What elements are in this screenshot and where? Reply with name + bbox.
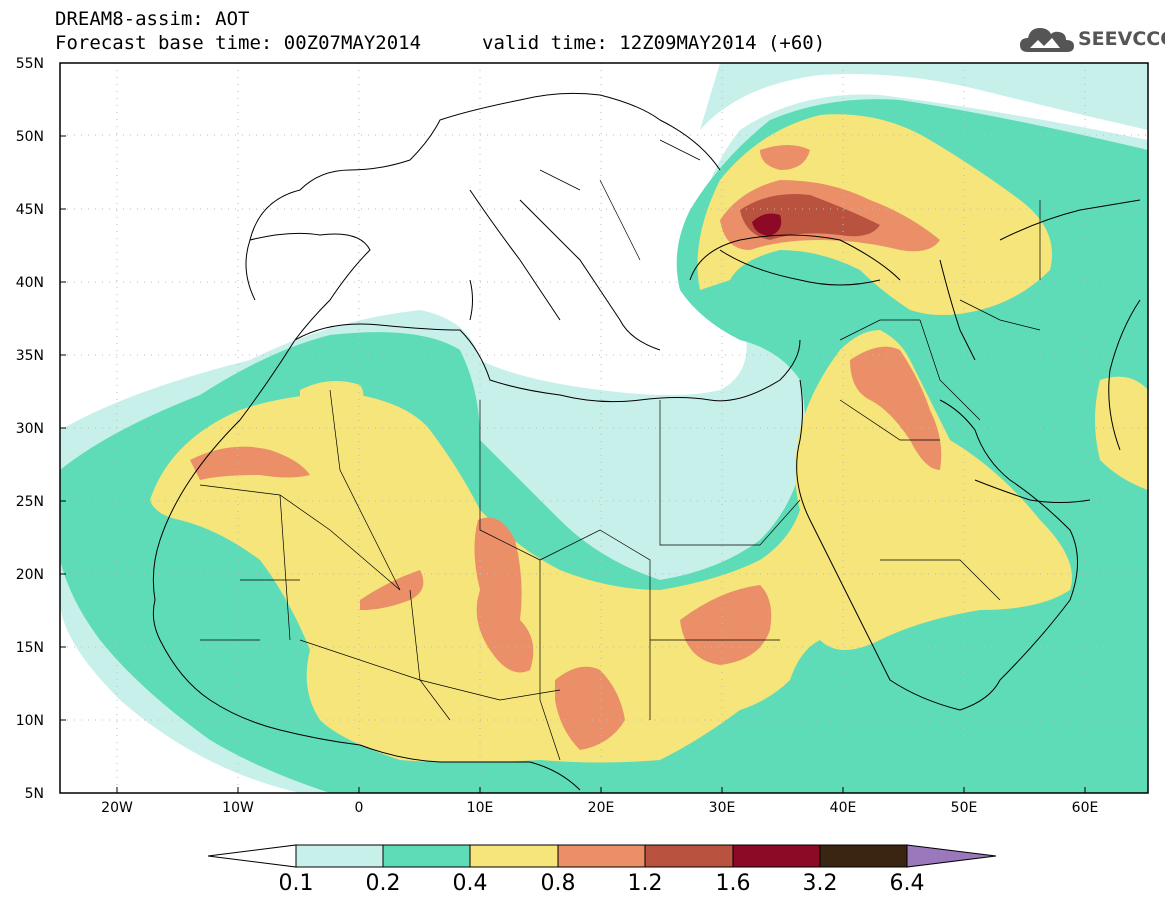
aot-band-1.6 <box>752 213 782 236</box>
aot-band-0.4-gulf <box>1095 376 1148 490</box>
colorbar-label: 0.4 <box>452 871 488 896</box>
valid-time: valid time: 12Z09MAY2014 (+60) <box>482 32 826 54</box>
coastlines <box>152 92 1141 791</box>
aot-band-0.1-north <box>700 63 1148 130</box>
aot-field <box>60 63 1148 793</box>
x-tick-label: 20E <box>588 800 615 816</box>
x-tick-label: 60E <box>1072 800 1099 816</box>
y-tick-label: 35N <box>16 348 44 364</box>
y-tick-label: 40N <box>16 275 44 291</box>
y-tick-labels: 55N 50N 45N 40N 35N 30N 25N 20N 15N 10N … <box>16 56 44 802</box>
y-tick-label: 50N <box>16 129 44 145</box>
x-tick-label: 10E <box>467 800 494 816</box>
aot-band-0.8-chad <box>680 585 772 665</box>
colorbar-label: 3.2 <box>802 871 838 896</box>
colorbar-label: 0.1 <box>278 871 314 896</box>
colorbar-label: 1.6 <box>715 871 751 896</box>
x-tick-label: 20W <box>101 800 133 816</box>
y-tick-label: 45N <box>16 202 44 218</box>
x-tick-label: 40E <box>830 800 857 816</box>
colorbar-swatch <box>644 844 734 868</box>
seevccc-logo: SEEVCCC <box>1018 22 1165 58</box>
colorbar-swatch <box>382 844 471 868</box>
y-tick-label: 10N <box>16 713 44 729</box>
logo-text: SEEVCCC <box>1078 28 1165 50</box>
colorbar-low-arrow <box>207 844 297 868</box>
country-borders <box>199 139 1041 761</box>
colorbar-label: 0.2 <box>365 871 401 896</box>
forecast-base-time: Forecast base time: 00Z07MAY2014 <box>55 32 422 54</box>
y-tick-label: 15N <box>16 640 44 656</box>
colorbar-swatch <box>469 844 559 868</box>
cloud-icon <box>1020 28 1074 52</box>
colorbar-swatch <box>819 844 908 868</box>
x-tick-label: 30E <box>709 800 736 816</box>
colorbar-label: 6.4 <box>889 871 925 896</box>
aot-band-0.4 <box>150 330 1072 763</box>
x-tick-label: 50E <box>951 800 978 816</box>
y-tick-label: 55N <box>16 56 44 72</box>
y-tick-label: 5N <box>25 786 44 802</box>
x-tick-label: 0 <box>355 800 364 816</box>
colorbar-swatch <box>295 844 384 868</box>
aot-band-0.8-ukraine <box>760 145 810 170</box>
colorbar-label: 1.2 <box>627 871 663 896</box>
tick-marks <box>60 62 1086 794</box>
colorbar-label: 0.8 <box>540 871 576 896</box>
y-tick-label: 20N <box>16 567 44 583</box>
colorbar-high-arrow <box>906 844 997 868</box>
colorbar-swatch <box>732 844 821 868</box>
map-title: DREAM8-assim: AOT <box>55 8 250 30</box>
y-tick-label: 25N <box>16 494 44 510</box>
aot-band-0.8-sudan <box>555 666 625 750</box>
colorbar-swatch <box>557 844 646 868</box>
colorbar <box>207 844 997 868</box>
aot-band-0.8-sahel <box>474 517 534 673</box>
aot-band-0.4-morocco <box>300 381 364 412</box>
x-tick-label: 10W <box>222 800 254 816</box>
aot-band-0.8-iraq <box>850 346 942 470</box>
aot-band-0.8-mali <box>360 570 424 610</box>
x-tick-labels: 20W 10W 0 10E 20E 30E 40E 50E 60E <box>101 800 1098 816</box>
aot-band-0.8-westsahara <box>190 446 310 480</box>
y-tick-label: 30N <box>16 421 44 437</box>
